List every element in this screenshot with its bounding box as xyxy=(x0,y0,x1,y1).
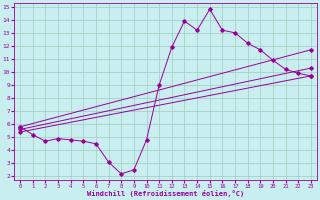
X-axis label: Windchill (Refroidissement éolien,°C): Windchill (Refroidissement éolien,°C) xyxy=(87,190,244,197)
